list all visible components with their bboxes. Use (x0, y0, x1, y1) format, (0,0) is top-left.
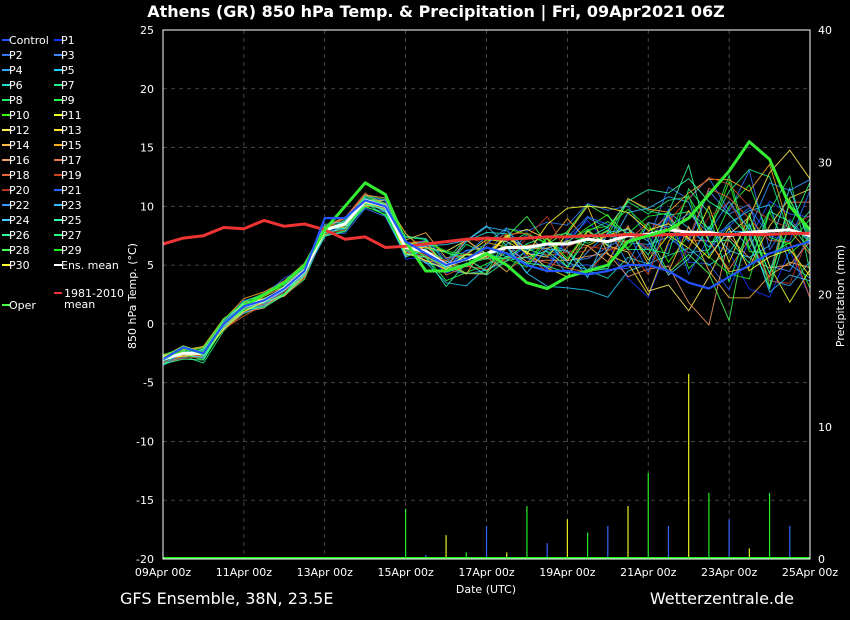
legend-label: P29 (61, 244, 82, 257)
legend-label: P17 (61, 154, 82, 167)
legend-label: P24 (9, 214, 30, 227)
y2-tick-label: 30 (818, 156, 832, 169)
legend-label: P6 (9, 79, 23, 92)
legend-label: Control (9, 34, 49, 47)
footer-source: GFS Ensemble, 38N, 23.5E (120, 589, 333, 608)
legend-label: P18 (9, 169, 30, 182)
series-line-control (162, 199, 811, 361)
y-tick-label: -20 (136, 553, 154, 566)
footer-site: Wetterzentrale.de (650, 589, 794, 608)
legend-label: mean (64, 298, 95, 311)
y2-tick-label: 10 (818, 421, 832, 434)
legend-label: Ens. mean (61, 259, 119, 272)
legend-label: P4 (9, 64, 23, 77)
legend-label: P14 (9, 139, 30, 152)
legend-label: P12 (9, 124, 30, 137)
legend-label: Oper (9, 299, 36, 312)
legend-label: P5 (61, 64, 75, 77)
y2-axis-label: Precipitation (mm) (834, 245, 847, 347)
legend-label: P30 (9, 259, 30, 272)
legend-label: P13 (61, 124, 82, 137)
legend-label: P20 (9, 184, 30, 197)
legend-label: P16 (9, 154, 30, 167)
x-tick-label: 15Apr 00z (377, 566, 434, 579)
ensemble-member-line (162, 194, 811, 359)
x-tick-label: 19Apr 00z (539, 566, 596, 579)
legend-label: P21 (61, 184, 82, 197)
legend-label: P7 (61, 79, 75, 92)
legend-label: P1 (61, 34, 75, 47)
ensemble-member-line (162, 192, 811, 365)
y-axis-label: 850 hPa Temp. (°C) (126, 243, 139, 349)
legend-label: P3 (61, 49, 75, 62)
y-tick-label: -15 (136, 494, 154, 507)
legend-label: P8 (9, 94, 23, 107)
legend-label: P9 (61, 94, 75, 107)
x-tick-label: 17Apr 00z (458, 566, 515, 579)
chart-title: Athens (GR) 850 hPa Temp. & Precipitatio… (147, 2, 725, 22)
legend-label: P19 (61, 169, 82, 182)
y-tick-label: 25 (140, 24, 154, 37)
plot-frame (162, 29, 811, 560)
ensemble-member-line (162, 163, 811, 365)
legend-label: 1981-2010 (64, 287, 124, 300)
y-tick-label: -5 (143, 377, 154, 390)
x-tick-label: 23Apr 00z (701, 566, 758, 579)
series-line-oper (162, 140, 812, 361)
x-tick-label: 25Apr 00z (782, 566, 839, 579)
legend-label: P28 (9, 244, 30, 257)
y-tick-label: 15 (140, 142, 154, 155)
y-tick-label: 0 (147, 318, 154, 331)
y-tick-label: 5 (147, 259, 154, 272)
y-tick-label: 10 (140, 200, 154, 213)
x-axis-label: Date (UTC) (456, 583, 516, 596)
legend-label: P26 (9, 229, 30, 242)
series-line-1981-2010-mean (162, 218, 810, 249)
ensemble-member-line (162, 177, 811, 358)
legend-label: P22 (9, 199, 30, 212)
y2-tick-label: 20 (818, 289, 832, 302)
legend-label: P23 (61, 199, 82, 212)
legend-label: P2 (9, 49, 23, 62)
legend-label: P15 (61, 139, 82, 152)
legend-label: P27 (61, 229, 82, 242)
x-tick-label: 21Apr 00z (620, 566, 677, 579)
legend-label: P11 (61, 109, 82, 122)
y-tick-label: -10 (136, 435, 154, 448)
legend-label: P25 (61, 214, 82, 227)
y2-tick-label: 40 (818, 24, 832, 37)
legend-label: P10 (9, 109, 30, 122)
x-tick-label: 11Apr 00z (216, 566, 273, 579)
y2-tick-label: 0 (818, 553, 825, 566)
x-tick-label: 13Apr 00z (297, 566, 354, 579)
y-tick-label: 20 (140, 83, 154, 96)
x-tick-label: 09Apr 00z (135, 566, 192, 579)
